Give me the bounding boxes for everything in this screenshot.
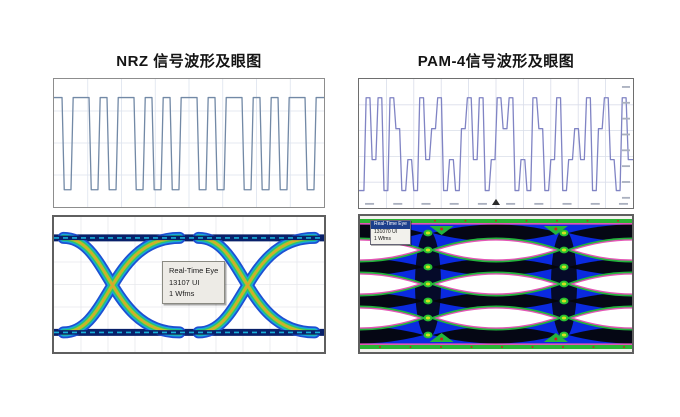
pam4-eye-chart: [360, 216, 632, 352]
pam4-waveform-chart: [359, 79, 633, 208]
pam4-section-title: PAM-4信号波形及眼图: [417, 53, 575, 70]
real-time-eye-tooltip: Real-Time Eye 13107 UI 1 Wfms: [162, 261, 226, 304]
pam4-eye-panel: Real-Time Eye 131070 UI 1 Wfms: [358, 214, 634, 354]
nrz-section-title: NRZ 信号波形及眼图: [116, 53, 262, 70]
label-line-wfms: 1 Wfms: [371, 236, 410, 244]
label-line-title: Real-Time Eye: [371, 221, 410, 229]
pam4-waveform-panel: [358, 78, 634, 209]
nrz-waveform-panel: [53, 78, 325, 208]
nrz-eye-chart: [54, 217, 324, 352]
label-line-ui: 131070 UI: [371, 228, 410, 236]
nrz-eye-panel: Real-Time Eye 13107 UI 1 Wfms: [52, 215, 326, 354]
tooltip-line-wfms: 1 Wfms: [169, 289, 195, 299]
real-time-eye-label: Real-Time Eye 131070 UI 1 Wfms: [370, 220, 411, 245]
tooltip-line-title: Real-Time Eye: [169, 266, 219, 275]
nrz-waveform-chart: [54, 79, 324, 207]
tooltip-line-ui: 13107 UI: [169, 277, 200, 287]
